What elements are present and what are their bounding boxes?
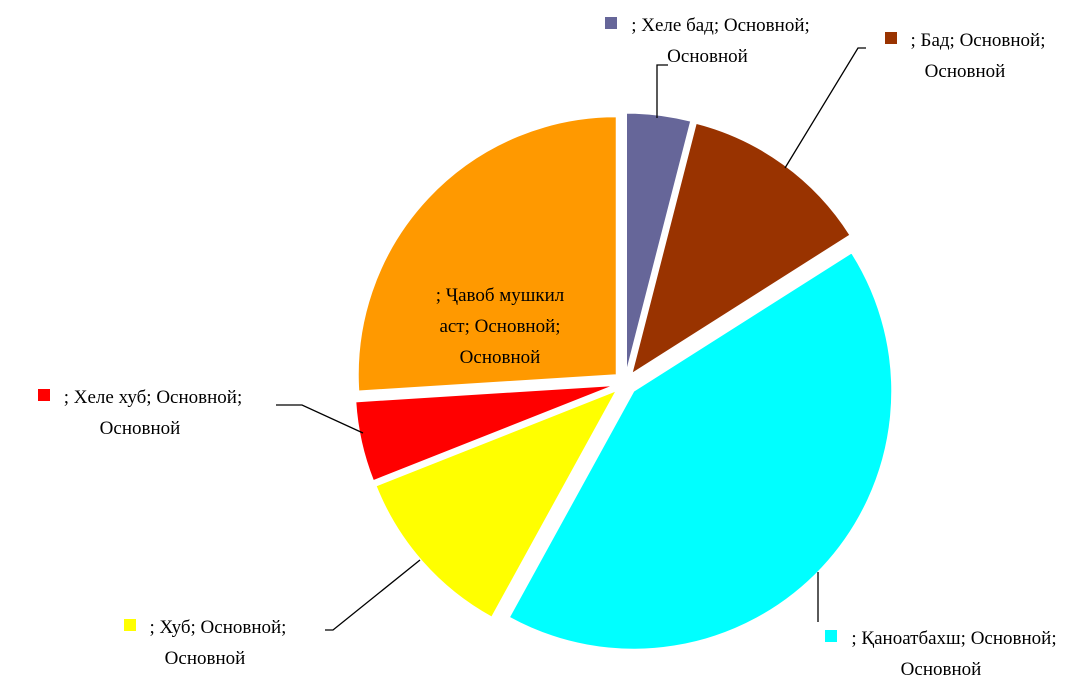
label-text: ; Хеле бад; Основной; Основной: [631, 15, 810, 67]
label-text: ; Бад; Основной; Основной: [910, 30, 1046, 82]
pie-slice: [357, 116, 617, 392]
legend-key: [825, 630, 838, 642]
label-text: ; Қаноатбахш; Основной; Основной: [851, 628, 1057, 680]
legend-key: [123, 619, 136, 631]
slice-label: ; Бад; Основной; Основной: [865, 25, 1065, 87]
leader-line: [656, 64, 668, 118]
label-text: ; Ҷавоб мушкил аст; Основной; Основной: [435, 285, 565, 368]
legend-key: [37, 389, 50, 401]
label-text: ; Хуб; Основной; Основной: [149, 617, 287, 669]
slice-label: ; Хеле бад; Основной; Основной: [575, 10, 840, 72]
slice-label: ; Хуб; Основной; Основной: [95, 612, 315, 674]
label-text: ; Хеле хуб; Основной; Основной: [63, 387, 243, 439]
pie-slice: [631, 122, 851, 375]
legend-key: [605, 17, 618, 29]
slice-label: ; Хеле хуб; Основной; Основной: [5, 382, 275, 444]
pie-slice: [626, 112, 692, 372]
leader-line: [325, 559, 421, 631]
legend-key: [884, 32, 897, 44]
pie-slice: [375, 389, 618, 618]
leader-line: [276, 404, 364, 434]
slice-label: ; Ҷавоб мушкил аст; Основной; Основной: [420, 280, 580, 373]
leader-line: [784, 47, 866, 169]
pie-slice: [355, 385, 614, 482]
pie-slice: [508, 252, 893, 650]
slice-label: ; Қаноатбахш; Основной; Основной: [810, 623, 1072, 684]
